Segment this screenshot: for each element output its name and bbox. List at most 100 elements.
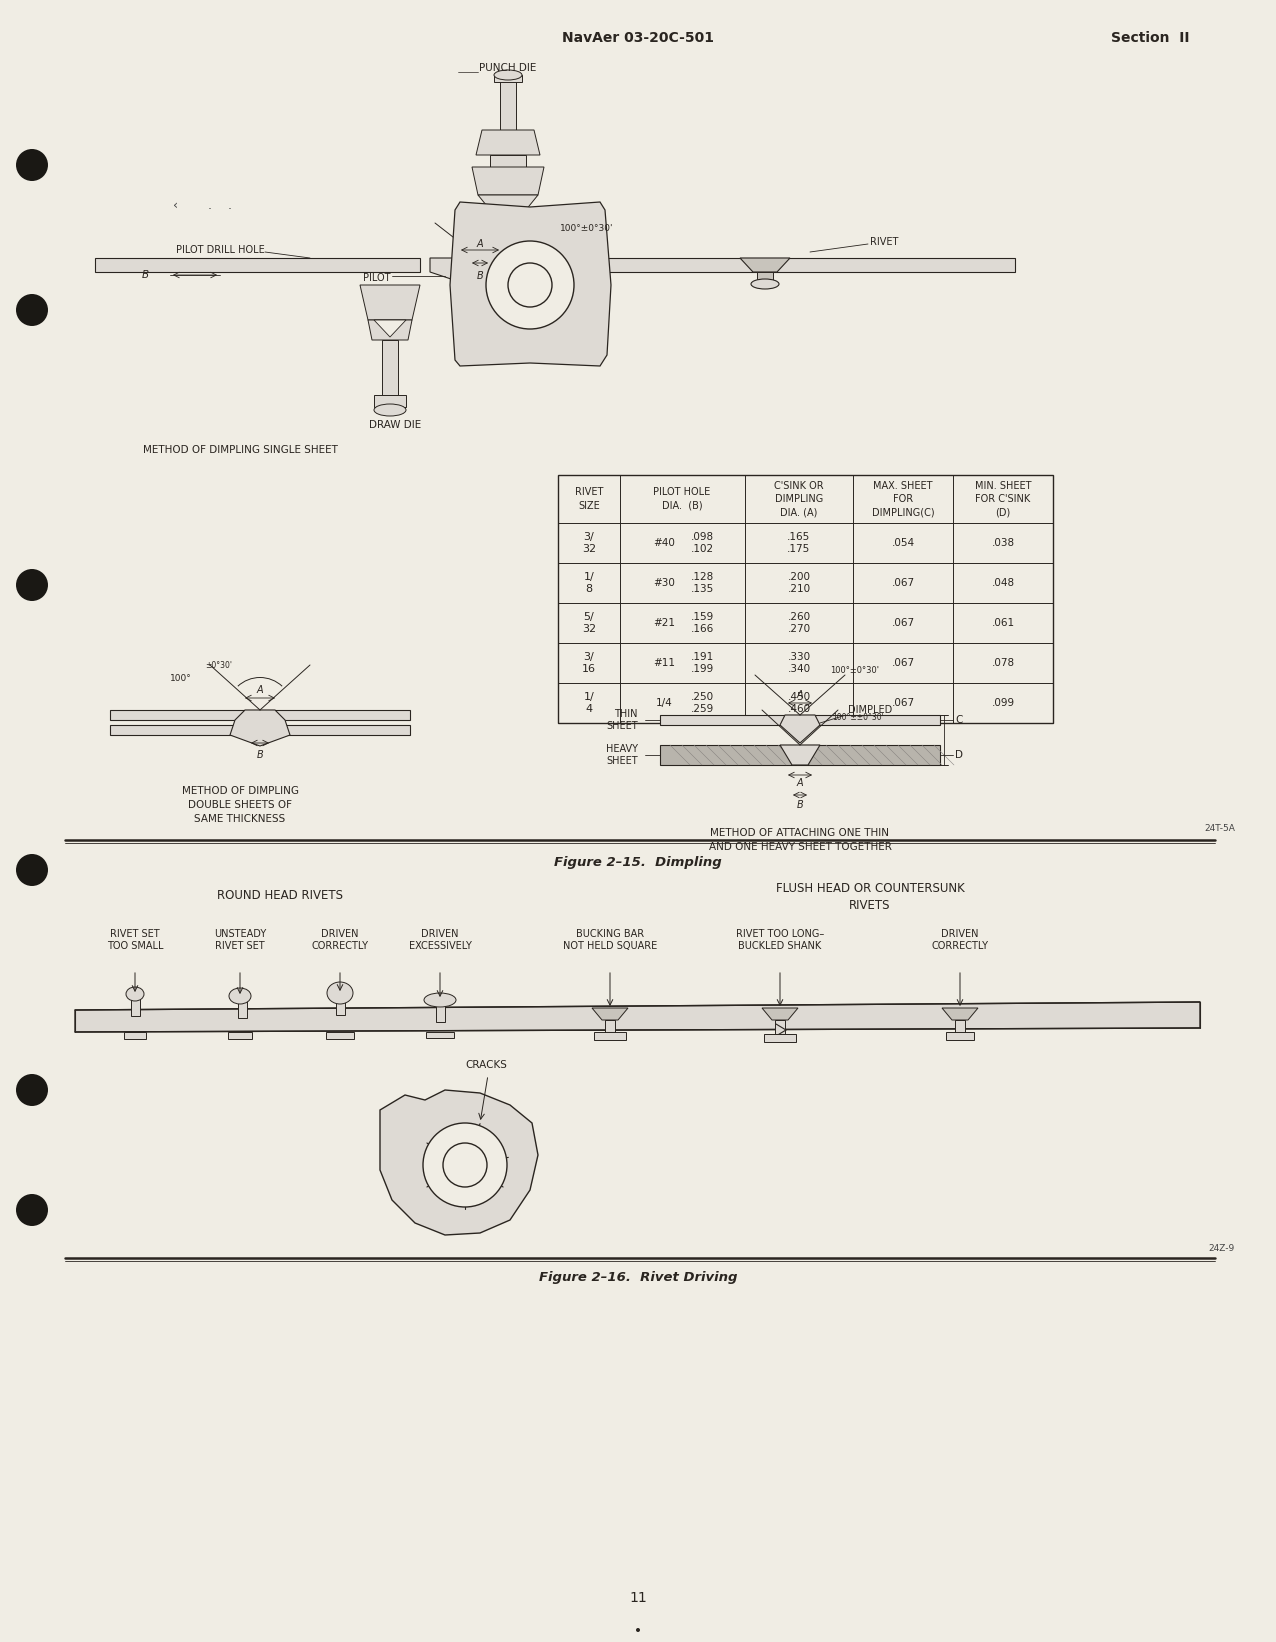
Text: .330
.340: .330 .340 (787, 652, 810, 675)
Ellipse shape (424, 993, 456, 1007)
Text: C'SINK OR
DIMPLING
DIA. (A): C'SINK OR DIMPLING DIA. (A) (775, 481, 824, 517)
Polygon shape (660, 745, 940, 765)
Text: ROUND HEAD RIVETS: ROUND HEAD RIVETS (217, 888, 343, 901)
Text: BUCKING BAR
NOT HELD SQUARE: BUCKING BAR NOT HELD SQUARE (563, 929, 657, 951)
Polygon shape (380, 1090, 538, 1235)
Text: .128
.135: .128 .135 (690, 571, 713, 594)
Text: D: D (954, 750, 963, 760)
Text: RIVET
SIZE: RIVET SIZE (574, 488, 604, 511)
Ellipse shape (228, 988, 251, 1003)
Text: .054: .054 (892, 539, 915, 548)
Bar (757, 273, 773, 284)
Bar (775, 1020, 785, 1034)
Polygon shape (450, 202, 611, 366)
Text: THIN
SHEET: THIN SHEET (606, 709, 638, 731)
Bar (325, 1033, 353, 1039)
Text: B: B (796, 800, 804, 810)
Text: PILOT HOLE
DIA.  (B): PILOT HOLE DIA. (B) (653, 488, 711, 511)
Text: .038: .038 (991, 539, 1014, 548)
Text: DRAW DIE: DRAW DIE (369, 420, 421, 430)
Bar (124, 1033, 145, 1039)
Text: FLUSH HEAD OR COUNTERSUNK
RIVETS: FLUSH HEAD OR COUNTERSUNK RIVETS (776, 882, 965, 911)
Text: 5/
32: 5/ 32 (582, 612, 596, 634)
Bar (436, 1000, 445, 1021)
Text: METHOD OF ATTACHING ONE THIN
AND ONE HEAVY SHEET TOGETHER: METHOD OF ATTACHING ONE THIN AND ONE HEA… (708, 829, 892, 852)
Text: MIN. SHEET
FOR C'SINK
(D): MIN. SHEET FOR C'SINK (D) (975, 481, 1031, 517)
Text: RIVET SET
TOO SMALL: RIVET SET TOO SMALL (107, 929, 163, 951)
Text: ±0°30': ±0°30' (205, 660, 232, 670)
Text: 100°±0°30': 100°±0°30' (829, 665, 879, 675)
Text: Section  II: Section II (1110, 31, 1189, 44)
Polygon shape (592, 1008, 628, 1020)
Text: .067: .067 (892, 658, 915, 668)
Text: .191
.199: .191 .199 (690, 652, 713, 675)
Text: .067: .067 (892, 698, 915, 708)
Text: C: C (954, 714, 962, 726)
Polygon shape (75, 1002, 1199, 1033)
Polygon shape (374, 320, 406, 337)
Text: .048: .048 (991, 578, 1014, 588)
Text: RIVET TOO LONG–
BUCKLED SHANK: RIVET TOO LONG– BUCKLED SHANK (736, 929, 824, 951)
Bar (946, 1033, 974, 1039)
Text: B: B (256, 750, 263, 760)
Circle shape (17, 1074, 48, 1107)
Text: DRIVEN
EXCESSIVELY: DRIVEN EXCESSIVELY (408, 929, 471, 951)
Polygon shape (110, 709, 410, 719)
Text: A: A (796, 690, 804, 699)
Text: 3/
16: 3/ 16 (582, 652, 596, 675)
Polygon shape (530, 258, 1014, 273)
Circle shape (443, 1143, 487, 1187)
Polygon shape (470, 273, 490, 300)
Text: METHOD OF DIMPLING
DOUBLE SHEETS OF
SAME THICKNESS: METHOD OF DIMPLING DOUBLE SHEETS OF SAME… (181, 787, 299, 824)
Text: ‹: ‹ (172, 199, 177, 212)
Text: PILOT DRILL HOLE: PILOT DRILL HOLE (176, 245, 265, 255)
Text: .: . (208, 199, 212, 212)
Polygon shape (94, 258, 420, 273)
Text: .061: .061 (991, 617, 1014, 627)
Text: PUNCH DIE: PUNCH DIE (480, 62, 537, 72)
Text: A: A (256, 685, 263, 695)
Text: .067: .067 (892, 617, 915, 627)
Text: Figure 2–16.  Rivet Driving: Figure 2–16. Rivet Driving (538, 1271, 738, 1284)
Polygon shape (430, 258, 530, 286)
Circle shape (17, 294, 48, 327)
Bar (558, 475, 1053, 722)
Text: DRIVEN
CORRECTLY: DRIVEN CORRECTLY (311, 929, 369, 951)
Bar (954, 1020, 965, 1034)
Polygon shape (360, 286, 420, 320)
Text: UNSTEADY
RIVET SET: UNSTEADY RIVET SET (214, 929, 267, 951)
Polygon shape (942, 1008, 977, 1020)
Polygon shape (780, 745, 820, 765)
Text: 100°: 100° (170, 673, 191, 683)
Bar (426, 1033, 454, 1038)
Text: #30: #30 (653, 578, 675, 588)
Bar (500, 76, 516, 130)
Circle shape (486, 241, 574, 328)
Bar (490, 154, 526, 167)
Polygon shape (478, 195, 538, 232)
Text: A: A (796, 778, 804, 788)
Text: 11: 11 (629, 1591, 647, 1604)
Polygon shape (367, 320, 412, 340)
Polygon shape (740, 258, 790, 273)
Ellipse shape (374, 404, 406, 415)
Text: .450
.460: .450 .460 (787, 691, 810, 714)
Bar (228, 1033, 251, 1039)
Polygon shape (660, 714, 940, 726)
Text: RIVET: RIVET (870, 236, 898, 246)
Polygon shape (110, 726, 410, 736)
Bar (336, 993, 345, 1015)
Ellipse shape (752, 279, 780, 289)
Text: #21: #21 (653, 617, 675, 627)
Bar (764, 1034, 796, 1043)
Circle shape (508, 263, 553, 307)
Text: 24Z-9: 24Z-9 (1208, 1243, 1235, 1253)
Text: PILOT: PILOT (362, 273, 390, 282)
Polygon shape (780, 714, 820, 742)
Circle shape (424, 1123, 507, 1207)
Text: .200
.210: .200 .210 (787, 571, 810, 594)
Text: 1/
4: 1/ 4 (583, 691, 595, 714)
Text: #40: #40 (653, 539, 675, 548)
Text: DIMPLED: DIMPLED (849, 704, 892, 714)
Ellipse shape (126, 987, 144, 1002)
